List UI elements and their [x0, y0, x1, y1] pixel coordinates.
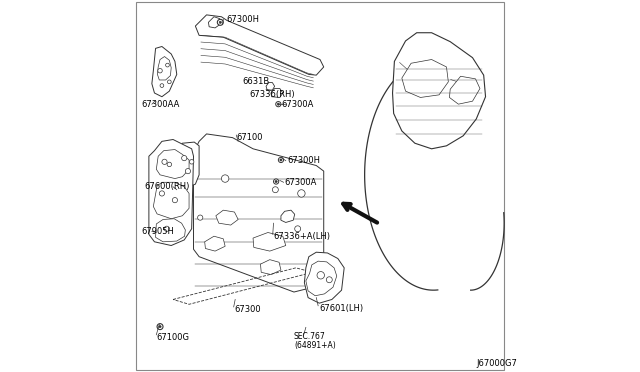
- Polygon shape: [306, 261, 337, 296]
- Circle shape: [164, 226, 170, 231]
- Polygon shape: [281, 210, 294, 222]
- Circle shape: [326, 277, 332, 283]
- Circle shape: [298, 190, 305, 197]
- Text: 67601(LH): 67601(LH): [319, 304, 364, 313]
- Circle shape: [182, 155, 187, 161]
- Circle shape: [280, 159, 282, 161]
- Text: 67600(RH): 67600(RH): [145, 182, 190, 191]
- Circle shape: [158, 68, 163, 73]
- Text: SEC.767: SEC.767: [294, 332, 326, 341]
- Polygon shape: [305, 252, 344, 303]
- Text: J67000G7: J67000G7: [476, 359, 517, 368]
- Text: (64891+A): (64891+A): [294, 341, 336, 350]
- Circle shape: [157, 324, 163, 330]
- Text: 67100: 67100: [236, 133, 263, 142]
- Polygon shape: [449, 76, 480, 104]
- Circle shape: [273, 187, 278, 193]
- Text: 67300A: 67300A: [285, 178, 317, 187]
- Circle shape: [221, 175, 229, 182]
- Circle shape: [159, 326, 161, 328]
- Polygon shape: [216, 210, 238, 225]
- Circle shape: [273, 179, 278, 184]
- Polygon shape: [205, 236, 225, 251]
- Circle shape: [294, 226, 301, 232]
- Polygon shape: [156, 150, 189, 179]
- Text: 67300H: 67300H: [287, 156, 320, 165]
- Circle shape: [218, 19, 223, 25]
- Text: 67905H: 67905H: [141, 227, 174, 236]
- Polygon shape: [266, 83, 275, 90]
- Circle shape: [166, 63, 170, 67]
- Circle shape: [168, 80, 172, 84]
- Polygon shape: [154, 182, 189, 219]
- Polygon shape: [260, 260, 281, 275]
- Polygon shape: [402, 60, 449, 97]
- Polygon shape: [157, 57, 172, 80]
- Polygon shape: [152, 46, 177, 97]
- Circle shape: [160, 84, 164, 87]
- Polygon shape: [149, 140, 193, 246]
- Circle shape: [276, 102, 281, 107]
- Polygon shape: [193, 134, 324, 292]
- Text: 6631B: 6631B: [242, 77, 269, 86]
- Text: 67336(RH): 67336(RH): [250, 90, 295, 99]
- Circle shape: [198, 215, 203, 220]
- Circle shape: [172, 198, 177, 203]
- Text: 67300A: 67300A: [281, 100, 314, 109]
- Circle shape: [317, 272, 324, 279]
- Text: 67300H: 67300H: [226, 15, 259, 24]
- Circle shape: [167, 162, 172, 167]
- Circle shape: [219, 21, 221, 23]
- Circle shape: [162, 159, 167, 164]
- Circle shape: [275, 180, 277, 183]
- Text: 67300AA: 67300AA: [141, 100, 180, 109]
- Circle shape: [278, 157, 284, 163]
- Circle shape: [277, 103, 280, 105]
- Circle shape: [186, 169, 191, 174]
- Polygon shape: [156, 219, 186, 242]
- Polygon shape: [195, 15, 324, 75]
- Text: 67336+A(LH): 67336+A(LH): [273, 232, 330, 241]
- Circle shape: [189, 160, 194, 164]
- Polygon shape: [174, 142, 199, 188]
- Text: 67100G: 67100G: [156, 333, 189, 342]
- Text: 67300: 67300: [234, 305, 261, 314]
- Polygon shape: [253, 232, 286, 251]
- Circle shape: [159, 191, 164, 196]
- Polygon shape: [209, 17, 220, 28]
- Polygon shape: [392, 33, 486, 149]
- Polygon shape: [271, 89, 283, 97]
